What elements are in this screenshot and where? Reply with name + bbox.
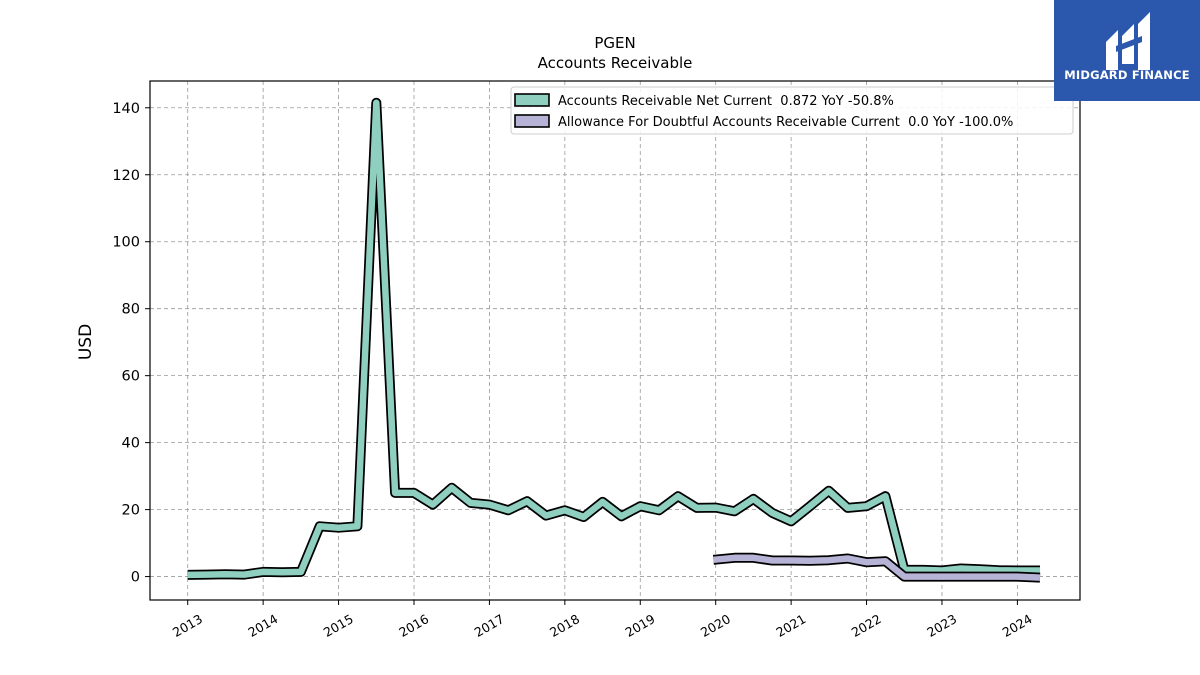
x-tick-label-2020: 2020 xyxy=(698,611,733,640)
y-tick-label-120: 120 xyxy=(112,168,140,184)
legend-label-0: Accounts Receivable Net Current 0.872 Yo… xyxy=(558,94,894,109)
series-0-outline xyxy=(187,97,1040,580)
y-tick-label-140: 140 xyxy=(112,101,140,117)
x-tick-label-2017: 2017 xyxy=(472,611,507,640)
x-tick-label-2022: 2022 xyxy=(849,611,884,640)
grid xyxy=(150,81,1080,600)
series-layer xyxy=(187,97,1041,583)
x-tick-label-2015: 2015 xyxy=(321,611,356,640)
plot-frame xyxy=(149,80,1081,601)
legend: Accounts Receivable Net Current 0.872 Yo… xyxy=(510,86,1074,135)
y-axis-label: USD xyxy=(76,324,96,360)
x-tick-label-2014: 2014 xyxy=(245,611,280,640)
x-tick-label-2021: 2021 xyxy=(773,611,808,640)
y-tick-label-60: 60 xyxy=(122,369,140,385)
x-tick-label-2024: 2024 xyxy=(1000,611,1035,640)
chart-subtitle: Accounts Receivable xyxy=(538,54,693,72)
chart-title: PGEN xyxy=(594,34,635,52)
y-tick-label-20: 20 xyxy=(122,503,140,519)
y-tick-label-100: 100 xyxy=(112,235,140,251)
series-0-line xyxy=(187,99,1040,579)
brand-logo: MIDGARD FINANCE xyxy=(1054,0,1200,101)
x-tick-label-2019: 2019 xyxy=(622,611,657,640)
legend-swatch-1 xyxy=(514,114,550,128)
axes: 2013 2014 2015 2016 2017 2018 2019 2020 2021 2022… xyxy=(112,101,1034,640)
legend-box xyxy=(510,86,1074,135)
y-tick-label-0: 0 xyxy=(131,570,140,586)
series-1-line xyxy=(713,554,1041,581)
logo-mark-icon xyxy=(1106,12,1150,70)
x-tick-label-2018: 2018 xyxy=(547,611,582,640)
x-tick-label-2013: 2013 xyxy=(170,611,205,640)
x-tick-label-2023: 2023 xyxy=(924,611,959,640)
logo-text: MIDGARD FINANCE xyxy=(1064,68,1190,82)
legend-label-1: Allowance For Doubtful Accounts Receivab… xyxy=(558,115,1013,130)
x-tick-label-2016: 2016 xyxy=(396,611,431,640)
y-tick-label-40: 40 xyxy=(122,436,140,452)
y-tick-label-80: 80 xyxy=(122,302,140,318)
legend-swatch-0 xyxy=(514,93,550,107)
